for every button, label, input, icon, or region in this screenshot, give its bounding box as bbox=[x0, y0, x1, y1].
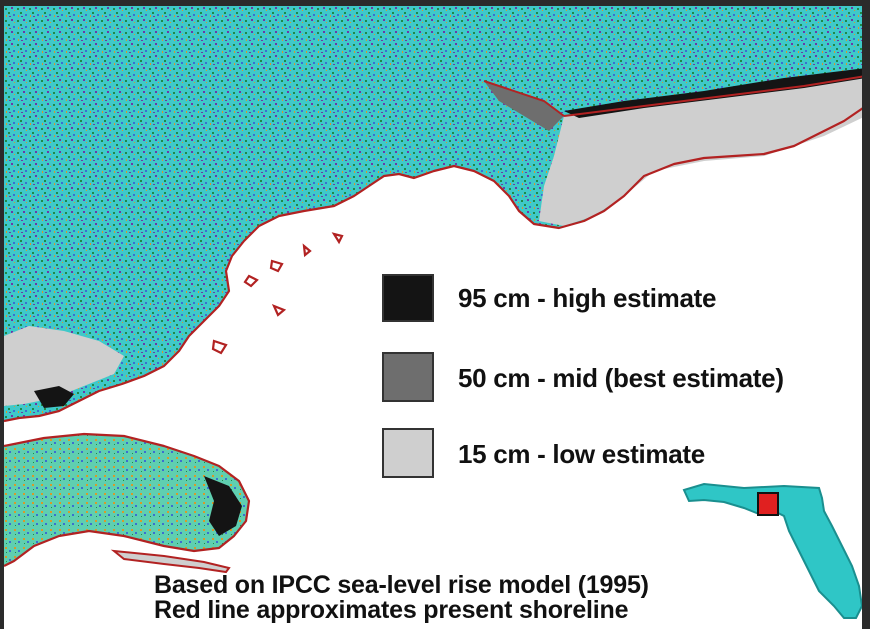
study-area-marker-icon bbox=[757, 492, 779, 516]
estuary-flooding bbox=[4, 326, 124, 406]
upper-coast-shoreline bbox=[483, 75, 862, 117]
present-shoreline bbox=[4, 107, 862, 423]
legend-label-mid: 50 cm - mid (best estimate) bbox=[458, 363, 784, 393]
peninsula-tip-flooding bbox=[204, 476, 242, 536]
florida-state-icon bbox=[682, 482, 862, 619]
caption-model-source: Based on IPCC sea-level rise model (1995… bbox=[154, 571, 649, 599]
legend-label-low: 15 cm - low estimate bbox=[458, 439, 705, 469]
barrier-spit bbox=[114, 551, 229, 572]
inundation-low-band bbox=[539, 76, 862, 226]
inundation-high-band bbox=[564, 68, 862, 118]
map-canvas bbox=[4, 6, 862, 619]
spit-shoreline bbox=[110, 549, 231, 574]
land-peninsula bbox=[4, 434, 249, 566]
legend-swatch-mid bbox=[382, 352, 434, 402]
peninsula-shoreline bbox=[4, 432, 251, 567]
legend-label-high: 95 cm - high estimate bbox=[458, 283, 717, 313]
legend-swatch-low bbox=[382, 428, 434, 478]
legend-swatch-high bbox=[382, 274, 434, 322]
nearshore-islands bbox=[211, 232, 344, 355]
land-mainland bbox=[4, 6, 862, 421]
estuary-dark bbox=[34, 386, 74, 408]
inundation-mid-band bbox=[484, 81, 564, 131]
caption-shoreline-note: Red line approximates present shoreline bbox=[154, 596, 629, 624]
